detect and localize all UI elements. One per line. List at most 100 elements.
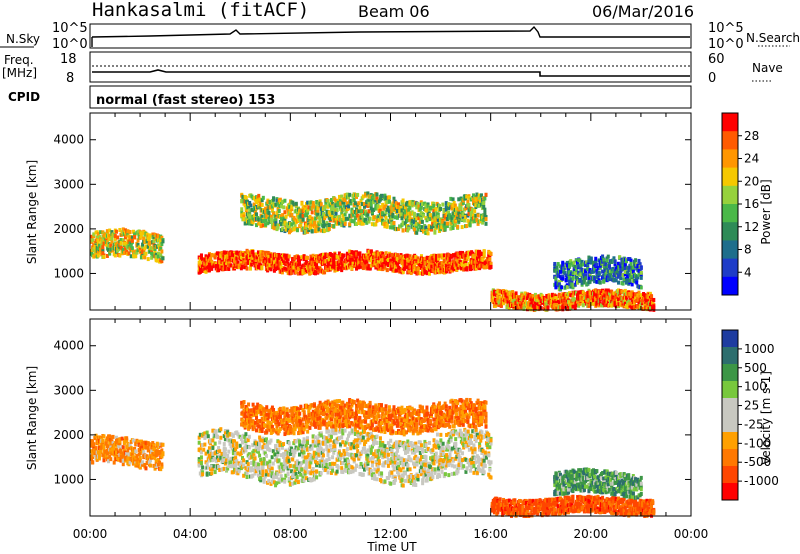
heatmap-cell bbox=[450, 215, 454, 220]
heatmap-cell bbox=[322, 219, 326, 224]
heatmap-cell bbox=[292, 268, 296, 273]
heatmap-cell bbox=[639, 285, 643, 290]
heatmap-cell bbox=[154, 252, 158, 257]
heatmap-cell bbox=[265, 214, 269, 219]
heatmap-cell bbox=[388, 261, 392, 266]
heatmap-cell bbox=[638, 303, 642, 308]
heatmap-cell bbox=[220, 259, 224, 264]
heatmap-cell bbox=[384, 195, 388, 200]
heatmap-cell bbox=[317, 227, 321, 232]
heatmap-cell bbox=[242, 212, 246, 217]
heatmap-cell bbox=[159, 239, 163, 244]
heatmap-cell bbox=[426, 264, 430, 269]
heatmap-cell bbox=[472, 213, 476, 218]
heatmap-cell bbox=[621, 259, 625, 264]
heatmap-cell bbox=[126, 229, 130, 234]
heatmap-cell bbox=[147, 236, 151, 241]
heatmap-cell bbox=[218, 260, 222, 265]
heatmap-cell bbox=[217, 251, 221, 256]
heatmap-cell bbox=[472, 257, 476, 262]
heatmap-cell bbox=[555, 267, 559, 272]
heatmap-cell bbox=[90, 442, 93, 447]
heatmap-cell bbox=[126, 442, 130, 447]
heatmap-cell bbox=[267, 251, 271, 256]
heatmap-cell bbox=[100, 436, 104, 441]
heatmap-cell bbox=[223, 264, 227, 269]
heatmap-cell bbox=[570, 278, 574, 283]
power-ytick-label: 2000 bbox=[53, 222, 84, 236]
heatmap-cell bbox=[250, 207, 254, 212]
heatmap-cell bbox=[349, 201, 353, 206]
heatmap-cell bbox=[408, 205, 412, 210]
heatmap-cell bbox=[244, 264, 248, 269]
heatmap-cell bbox=[159, 467, 163, 472]
heatmap-cell bbox=[315, 199, 319, 204]
heatmap-cell bbox=[467, 202, 471, 207]
heatmap-cell bbox=[223, 266, 227, 271]
heatmap-cell bbox=[342, 204, 346, 209]
heatmap-cell bbox=[345, 201, 349, 206]
heatmap-cell bbox=[287, 211, 291, 216]
heatmap-cell bbox=[468, 222, 472, 227]
heatmap-cell bbox=[160, 249, 164, 254]
heatmap-cell bbox=[462, 218, 466, 223]
heatmap-cell bbox=[156, 254, 160, 259]
heatmap-cell bbox=[478, 195, 482, 200]
heatmap-cell bbox=[448, 259, 452, 264]
heatmap-cell bbox=[441, 255, 445, 260]
heatmap-cell bbox=[387, 195, 391, 200]
heatmap-cell bbox=[128, 460, 132, 465]
heatmap-cell bbox=[323, 216, 327, 221]
heatmap-cell bbox=[407, 226, 411, 231]
heatmap-cell bbox=[138, 458, 142, 463]
heatmap-cell bbox=[461, 200, 465, 205]
heatmap-cell bbox=[381, 211, 385, 216]
heatmap-cell bbox=[435, 220, 439, 225]
heatmap-cell bbox=[342, 260, 346, 265]
heatmap-cell bbox=[594, 260, 598, 265]
heatmap-cell bbox=[137, 245, 141, 250]
heatmap-cell bbox=[535, 301, 539, 306]
heatmap-cell bbox=[131, 229, 135, 234]
heatmap-cell bbox=[126, 448, 130, 453]
heatmap-cell bbox=[268, 258, 272, 263]
heatmap-cell bbox=[425, 271, 429, 276]
heatmap-cell bbox=[144, 244, 148, 249]
heatmap-cell bbox=[432, 214, 436, 219]
heatmap-cell bbox=[462, 253, 466, 258]
freq-panel: Freq. [MHz] 18 8 60 0 Nave bbox=[2, 51, 783, 86]
heatmap-cell bbox=[476, 199, 480, 204]
heatmap-cell bbox=[623, 288, 627, 293]
heatmap-cell bbox=[260, 202, 264, 207]
heatmap-cell bbox=[451, 253, 455, 258]
heatmap-cell bbox=[160, 454, 164, 459]
heatmap-cell bbox=[617, 280, 621, 285]
heatmap-cell bbox=[245, 216, 249, 221]
heatmap-cell bbox=[309, 200, 313, 205]
heatmap-cell bbox=[456, 214, 460, 219]
heatmap-cell bbox=[565, 260, 569, 265]
heatmap-cell bbox=[578, 278, 582, 283]
heatmap-cell bbox=[260, 198, 264, 203]
heatmap-cell bbox=[342, 217, 346, 222]
heatmap-cell bbox=[398, 209, 402, 214]
power-ytick-label: 1000 bbox=[53, 266, 84, 280]
heatmap-cell bbox=[241, 264, 245, 269]
heatmap-cell bbox=[554, 299, 558, 304]
heatmap-cell bbox=[242, 214, 246, 219]
heatmap-cell bbox=[584, 276, 588, 281]
heatmap-cell bbox=[433, 261, 437, 266]
heatmap-cell bbox=[293, 226, 297, 231]
heatmap-cell bbox=[397, 202, 401, 207]
heatmap-cell bbox=[153, 247, 157, 252]
heatmap-cell bbox=[261, 195, 265, 200]
heatmap-cell bbox=[125, 241, 129, 246]
heatmap-cell bbox=[460, 225, 464, 230]
heatmap-cell bbox=[281, 199, 285, 204]
heatmap-cell bbox=[502, 301, 506, 306]
heatmap-cell bbox=[93, 436, 97, 441]
heatmap-cell bbox=[591, 260, 595, 265]
heatmap-cell bbox=[378, 208, 382, 213]
heatmap-cell bbox=[274, 202, 278, 207]
